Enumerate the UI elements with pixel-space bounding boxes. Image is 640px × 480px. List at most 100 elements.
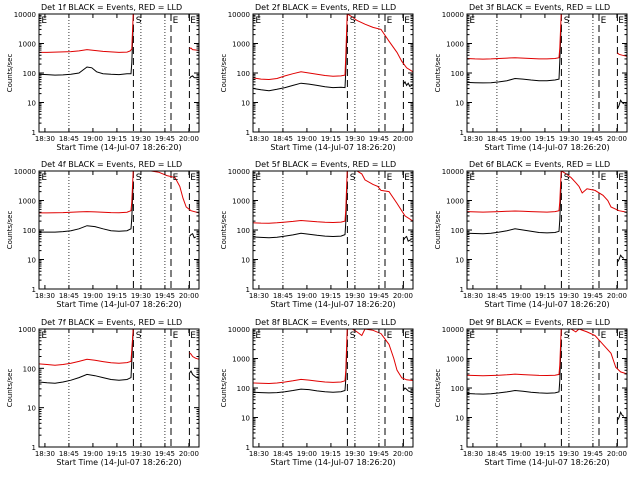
detector-panel: Det 6f BLACK = Events, RED = LLD E S E E 18:3… bbox=[434, 160, 628, 309]
y-tick-label: 10 bbox=[455, 257, 464, 265]
x-tick-label: 18:45 bbox=[273, 450, 293, 458]
region-label: S bbox=[564, 173, 570, 183]
y-tick-label: 10 bbox=[27, 257, 36, 265]
y-axis-label: Counts/sec bbox=[434, 369, 442, 408]
y-tick-label: 100 bbox=[451, 227, 464, 235]
x-tick-label: 19:00 bbox=[83, 450, 103, 458]
plot-frame bbox=[252, 170, 414, 290]
x-tick-label: 19:15 bbox=[321, 135, 341, 143]
series-group bbox=[467, 329, 627, 421]
x-axis-label: Start Time (14-Jul-07 18:26:20) bbox=[484, 300, 609, 309]
plot-frame bbox=[38, 328, 200, 448]
x-tick-label: 18:45 bbox=[487, 450, 507, 458]
lld-series-line bbox=[39, 329, 134, 366]
region-label: E bbox=[190, 331, 196, 341]
y-tick-label: 1000 bbox=[18, 198, 36, 206]
y-tick-label: 10000 bbox=[14, 168, 36, 176]
x-tick-label: 19:00 bbox=[83, 292, 103, 300]
panel-title: Det 5f BLACK = Events, RED = LLD bbox=[255, 160, 396, 169]
x-tick-label: 18:45 bbox=[59, 292, 79, 300]
y-tick-label: 1 bbox=[460, 286, 464, 294]
region-label: S bbox=[350, 173, 356, 183]
panel-title: Det 2f BLACK = Events, RED = LLD bbox=[255, 3, 396, 12]
x-tick-label: 18:30 bbox=[35, 292, 55, 300]
x-tick-label: 20:00 bbox=[607, 450, 627, 458]
events-series-line bbox=[39, 24, 134, 76]
y-axis-label: Counts/sec bbox=[6, 54, 14, 93]
x-axis-label: Start Time (14-Jul-07 18:26:20) bbox=[56, 143, 181, 152]
y-tick-label: 1 bbox=[460, 129, 464, 137]
x-tick-label: 20:00 bbox=[393, 135, 413, 143]
y-axis-label: Counts/sec bbox=[434, 211, 442, 250]
y-tick-label: 10 bbox=[455, 100, 464, 108]
y-tick-label: 10000 bbox=[442, 168, 464, 176]
region-label: E bbox=[601, 16, 607, 26]
lld-series-line bbox=[189, 352, 199, 360]
x-tick-label: 19:45 bbox=[583, 450, 603, 458]
y-tick-label: 1 bbox=[246, 444, 250, 452]
series-group bbox=[467, 171, 627, 263]
lld-series-line bbox=[253, 329, 348, 385]
lld-series-line bbox=[347, 14, 413, 73]
y-tick-label: 1000 bbox=[446, 356, 464, 364]
series-group bbox=[39, 329, 199, 384]
x-tick-label: 20:00 bbox=[393, 292, 413, 300]
y-tick-label: 10 bbox=[455, 415, 464, 423]
panel-title: Det 1f BLACK = Events, RED = LLD bbox=[41, 3, 182, 12]
region-label: E bbox=[190, 173, 196, 183]
events-series-line bbox=[616, 99, 625, 110]
x-tick-label: 19:00 bbox=[297, 292, 317, 300]
y-tick-label: 10 bbox=[241, 415, 250, 423]
x-tick-label: 19:45 bbox=[155, 135, 175, 143]
detector-panel: Det 7f BLACK = Events, RED = LLD E S E E 18:3… bbox=[6, 318, 200, 467]
y-tick-label: 1000 bbox=[232, 198, 250, 206]
x-tick-label: 19:30 bbox=[345, 292, 365, 300]
y-tick-label: 100 bbox=[23, 227, 36, 235]
y-tick-label: 1 bbox=[246, 129, 250, 137]
detector-panel: Det 4f BLACK = Events, RED = LLD E S E E 18:3… bbox=[6, 160, 200, 309]
region-label: S bbox=[136, 16, 142, 26]
region-label: E bbox=[173, 16, 179, 26]
y-tick-label: 1000 bbox=[232, 356, 250, 364]
y-tick-label: 100 bbox=[237, 227, 250, 235]
y-tick-label: 100 bbox=[451, 70, 464, 78]
plot-frame bbox=[466, 13, 628, 133]
x-axis-label: Start Time (14-Jul-07 18:26:20) bbox=[56, 300, 181, 309]
x-tick-label: 20:00 bbox=[607, 135, 627, 143]
y-tick-label: 1 bbox=[246, 286, 250, 294]
x-tick-label: 18:30 bbox=[35, 135, 55, 143]
x-tick-label: 18:30 bbox=[463, 450, 483, 458]
x-tick-label: 19:30 bbox=[131, 292, 151, 300]
x-tick-label: 19:15 bbox=[535, 450, 555, 458]
y-axis-label: Counts/sec bbox=[220, 211, 228, 250]
x-tick-label: 19:45 bbox=[583, 135, 603, 143]
events-series-line bbox=[189, 370, 199, 379]
region-label: E bbox=[404, 16, 410, 26]
events-series-line bbox=[467, 181, 562, 235]
region-label: E bbox=[190, 16, 196, 26]
x-tick-label: 19:15 bbox=[535, 135, 555, 143]
region-label: E bbox=[255, 16, 261, 26]
plot-frame bbox=[38, 170, 200, 290]
panel-title: Det 9f BLACK = Events, RED = LLD bbox=[469, 318, 610, 327]
x-tick-label: 19:30 bbox=[131, 450, 151, 458]
x-tick-label: 20:00 bbox=[393, 450, 413, 458]
x-tick-label: 19:00 bbox=[297, 450, 317, 458]
x-tick-label: 18:45 bbox=[273, 135, 293, 143]
panel-title: Det 6f BLACK = Events, RED = LLD bbox=[469, 160, 610, 169]
y-tick-label: 100 bbox=[237, 385, 250, 393]
x-tick-label: 20:00 bbox=[179, 292, 199, 300]
x-tick-label: 20:00 bbox=[179, 450, 199, 458]
x-tick-label: 19:30 bbox=[131, 135, 151, 143]
x-axis-label: Start Time (14-Jul-07 18:26:20) bbox=[270, 143, 395, 152]
detector-panel: Det 1f BLACK = Events, RED = LLD E S E E 18:3… bbox=[6, 3, 200, 152]
x-tick-label: 20:00 bbox=[607, 292, 627, 300]
x-tick-label: 18:30 bbox=[249, 135, 269, 143]
region-label: S bbox=[564, 16, 570, 26]
events-series-line bbox=[39, 329, 134, 384]
x-axis-label: Start Time (14-Jul-07 18:26:20) bbox=[56, 458, 181, 467]
panel-title: Det 7f BLACK = Events, RED = LLD bbox=[41, 318, 182, 327]
lld-series-line bbox=[133, 171, 199, 214]
region-label: E bbox=[41, 331, 47, 341]
region-label: S bbox=[564, 331, 570, 341]
